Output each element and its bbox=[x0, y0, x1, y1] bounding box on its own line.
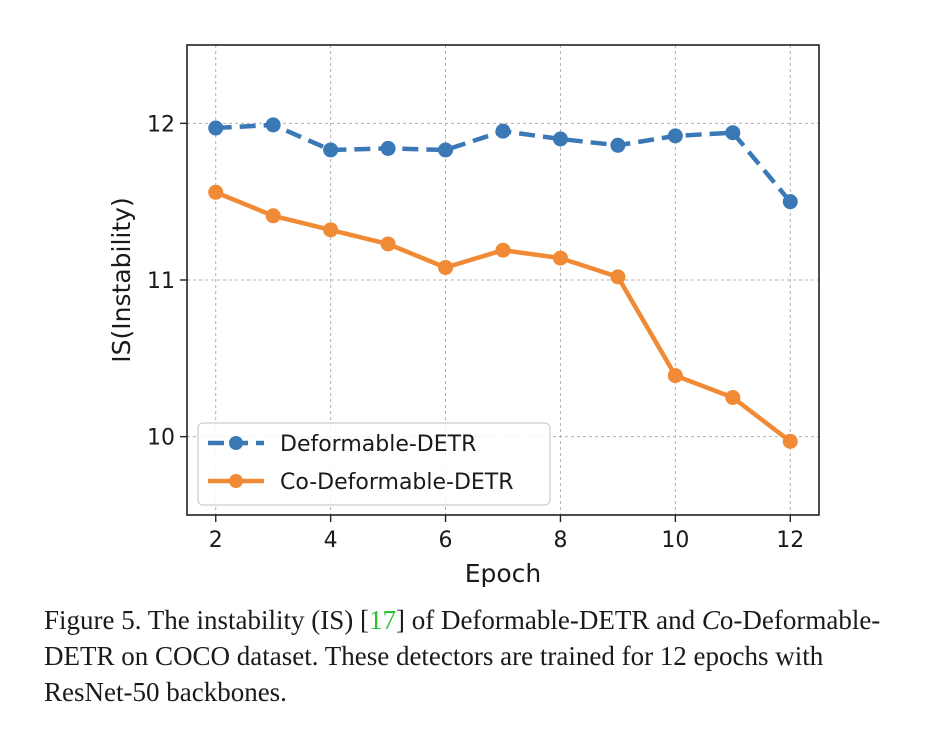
legend-label-deformable-detr: Deformable-DETR bbox=[280, 432, 476, 457]
line-chart: 2 4 6 8 10 12 10 11 12 Epoch IS(Instability) Def… bbox=[107, 44, 820, 588]
data-point-deformable-detr bbox=[667, 128, 683, 144]
data-point-deformable-detr bbox=[323, 142, 339, 158]
data-point-co-deformable-detr bbox=[323, 222, 339, 238]
data-point-co-deformable-detr bbox=[495, 242, 511, 258]
figure-caption: Figure 5. The instability (IS) [17] of D… bbox=[44, 602, 904, 710]
legend-marker-deformable-detr bbox=[229, 436, 243, 450]
data-point-deformable-detr bbox=[265, 117, 281, 133]
data-point-co-deformable-detr bbox=[208, 184, 224, 200]
x-tick-label: 10 bbox=[661, 528, 689, 553]
x-tick-label: 6 bbox=[439, 528, 453, 553]
y-axis-label: IS(Instability) bbox=[107, 197, 136, 362]
series-layer bbox=[208, 117, 798, 449]
y-tick-label: 11 bbox=[147, 269, 175, 294]
data-point-co-deformable-detr bbox=[265, 208, 281, 224]
axis-ticks: 2 4 6 8 10 12 10 11 12 bbox=[147, 112, 804, 553]
legend-label-co-deformable-detr: Co-Deformable-DETR bbox=[280, 470, 514, 495]
series-line-co-deformable-detr bbox=[214, 190, 792, 444]
x-axis-label: Epoch bbox=[465, 559, 542, 588]
y-tick-label: 12 bbox=[147, 112, 175, 137]
x-tick-label: 8 bbox=[553, 528, 567, 553]
x-tick-label: 12 bbox=[776, 528, 804, 553]
data-point-deformable-detr bbox=[610, 137, 626, 153]
y-tick-label: 10 bbox=[147, 426, 175, 451]
caption-reference-link[interactable]: 17 bbox=[368, 605, 396, 635]
data-point-co-deformable-detr bbox=[438, 259, 454, 275]
caption-calligraphic-c: C bbox=[701, 605, 720, 635]
legend: Deformable-DETR Co-Deformable-DETR bbox=[197, 422, 551, 506]
x-tick-label: 2 bbox=[209, 528, 223, 553]
data-point-co-deformable-detr bbox=[782, 433, 798, 449]
data-point-deformable-detr bbox=[552, 131, 568, 147]
data-point-deformable-detr bbox=[380, 140, 396, 156]
legend-box bbox=[197, 422, 551, 506]
data-point-co-deformable-detr bbox=[610, 269, 626, 285]
data-point-deformable-detr bbox=[782, 194, 798, 210]
caption-prefix: Figure 5. The instability (IS) [ bbox=[44, 605, 369, 635]
caption-suffix: o-Deformable-DETR on COCO dataset. These… bbox=[44, 605, 881, 707]
caption-middle: ] of Deformable-DETR and bbox=[395, 605, 702, 635]
data-point-deformable-detr bbox=[438, 142, 454, 158]
legend-marker-co-deformable-detr bbox=[229, 474, 243, 488]
x-tick-label: 4 bbox=[324, 528, 338, 553]
data-point-co-deformable-detr bbox=[380, 236, 396, 252]
data-point-deformable-detr bbox=[495, 123, 511, 139]
data-point-co-deformable-detr bbox=[552, 250, 568, 266]
data-point-deformable-detr bbox=[208, 120, 224, 136]
data-point-deformable-detr bbox=[725, 125, 741, 141]
data-point-co-deformable-detr bbox=[667, 368, 683, 384]
data-point-co-deformable-detr bbox=[725, 390, 741, 405]
